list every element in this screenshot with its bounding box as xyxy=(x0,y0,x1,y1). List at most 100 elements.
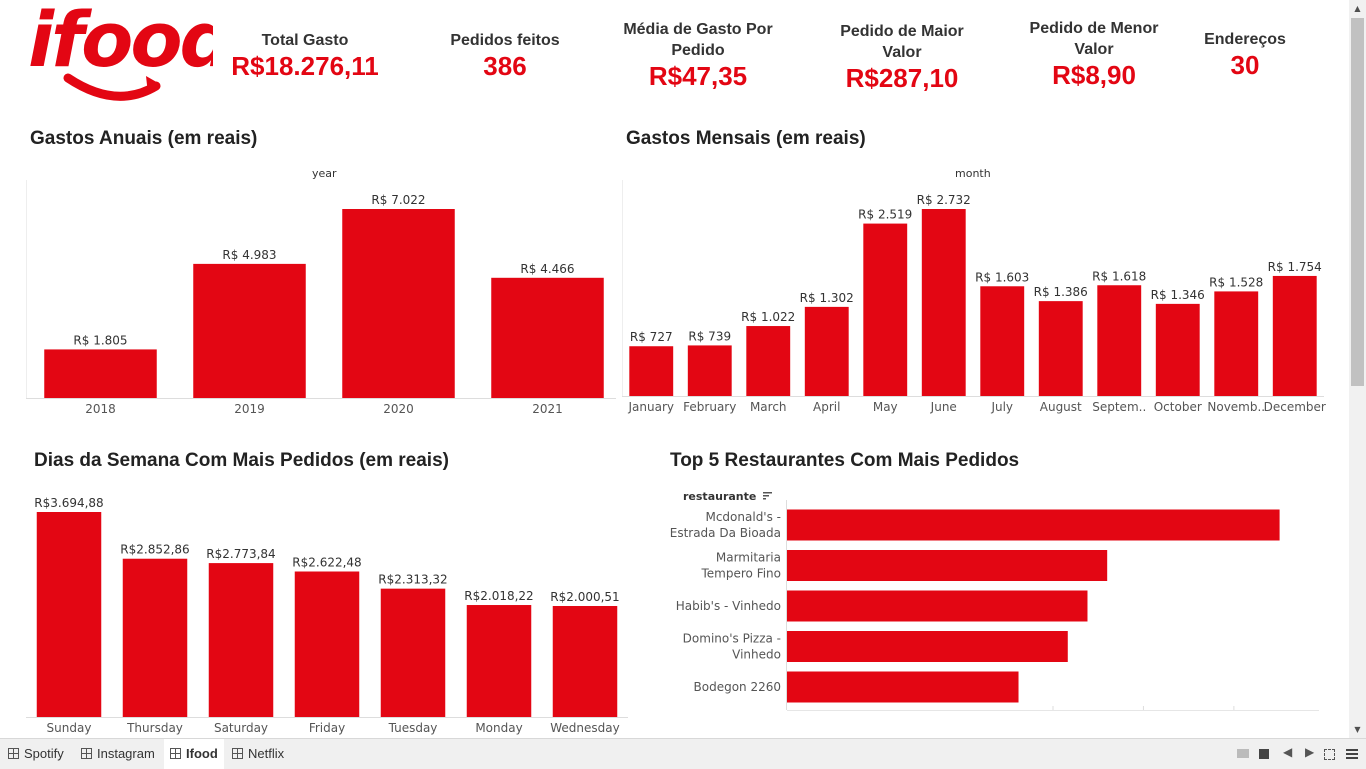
data-label: R$ 1.805 xyxy=(73,333,127,347)
bar xyxy=(629,346,674,396)
x-tick-label: 2020 xyxy=(383,402,414,416)
x-tick-label: January xyxy=(628,400,675,414)
kpi-value: 30 xyxy=(1230,50,1260,80)
kpi-enderecos: Endereços 30 xyxy=(1195,29,1295,80)
bar xyxy=(804,306,849,396)
kpi-label: Pedido de Menor Valor xyxy=(1029,20,1159,58)
data-label: R$2.000,51 xyxy=(550,590,619,604)
kpi-label: Pedido de Maior Valor xyxy=(840,23,964,61)
tab-netflix[interactable]: Netflix xyxy=(226,739,290,769)
x-tick-label: Thursday xyxy=(126,721,183,735)
tab-label: Ifood xyxy=(186,746,218,761)
bar xyxy=(921,209,966,396)
dashboard-icon xyxy=(81,748,92,759)
scroll-down-icon[interactable]: ▼ xyxy=(1354,725,1361,734)
kpi-value: R$8,90 xyxy=(1052,60,1136,90)
x-tick-label: Friday xyxy=(309,721,345,735)
monthly-spending-chart: R$ 727 January R$ 739 February R$ 1.022 March… xyxy=(622,180,1326,414)
ifood-logo-text: ifood xyxy=(28,2,213,84)
tab-ifood[interactable]: Ifood xyxy=(164,739,224,769)
y-tick-label: Bodegon 2260 xyxy=(694,680,782,694)
tab-spotify[interactable]: Spotify xyxy=(2,739,70,769)
bar xyxy=(122,558,188,717)
kpi-media-gasto: Média de Gasto Por Pedido R$47,35 xyxy=(612,19,784,91)
bar xyxy=(491,277,604,398)
fullscreen-icon[interactable] xyxy=(1324,749,1335,760)
kpi-value: R$47,35 xyxy=(648,61,748,91)
data-label: R$ 1.386 xyxy=(1034,285,1088,299)
bar xyxy=(863,223,908,396)
tab-label: Netflix xyxy=(248,746,285,761)
sort-icon[interactable] xyxy=(763,492,773,500)
x-tick-label: April xyxy=(813,400,840,414)
data-label: R$ 1.754 xyxy=(1268,260,1322,274)
bar xyxy=(787,550,1108,581)
y-tick-label: Marmitaria xyxy=(716,551,781,565)
annual-spending-chart: R$ 1.805 2018 R$ 4.983 2019 R$ 7.022 2020 R$ 4… xyxy=(26,180,616,416)
y-tick-label: Vinhedo xyxy=(732,648,781,662)
y-tick-label: Tempero Fino xyxy=(701,567,782,581)
x-tick-label: Tuesday xyxy=(388,721,438,735)
annual-x-axis-title: year xyxy=(312,167,337,180)
x-tick-label: June xyxy=(930,400,957,414)
x-tick-label: Saturday xyxy=(214,721,268,735)
data-label: R$2.773,84 xyxy=(206,547,275,561)
x-tick-label: May xyxy=(873,400,898,414)
data-label: R$ 727 xyxy=(630,330,673,344)
weekday-section-title: Dias da Semana Com Mais Pedidos (em reai… xyxy=(34,450,449,471)
tab-instagram[interactable]: Instagram xyxy=(75,739,161,769)
bar xyxy=(294,571,360,717)
dashboard-icon xyxy=(232,748,243,759)
kpi-label: Pedidos feitos xyxy=(450,32,560,49)
x-tick-label: 2018 xyxy=(85,402,116,416)
data-label: R$2.622,48 xyxy=(292,555,361,569)
y-tick-label: Estrada Da Bioada xyxy=(670,526,781,540)
kpi-pedidos-feitos: Pedidos feitos 386 xyxy=(425,30,585,81)
next-sheet-icon[interactable]: ▶ xyxy=(1305,745,1315,759)
bar xyxy=(193,263,306,398)
kpi-total-gasto: Total Gasto R$18.276,11 xyxy=(205,30,405,81)
scroll-up-icon[interactable]: ▲ xyxy=(1354,4,1361,13)
data-label: R$2.852,86 xyxy=(120,543,189,557)
kpi-value: R$18.276,11 xyxy=(231,51,379,81)
data-label: R$ 739 xyxy=(688,329,731,343)
bar xyxy=(787,590,1088,622)
previous-sheet-icon[interactable]: ◀ xyxy=(1283,745,1293,759)
data-label: R$3.694,88 xyxy=(34,496,103,510)
data-label: R$2.018,22 xyxy=(464,589,533,603)
bar xyxy=(466,605,532,717)
weekday-spending-chart: R$3.694,88 Sunday R$2.852,86 Thursday R$2.77… xyxy=(26,496,628,735)
scroll-thumb[interactable] xyxy=(1351,18,1364,386)
bar xyxy=(552,606,618,717)
top5-section-title: Top 5 Restaurantes Com Mais Pedidos xyxy=(670,450,1020,471)
bar xyxy=(746,326,791,396)
bar xyxy=(1097,285,1142,396)
bar xyxy=(1214,291,1259,396)
bar xyxy=(1155,303,1200,396)
bar xyxy=(1038,301,1083,396)
data-label: R$ 4.983 xyxy=(222,248,276,262)
tab-label: Instagram xyxy=(97,746,155,761)
annual-section-title: Gastos Anuais (em reais) xyxy=(30,128,258,149)
menu-icon[interactable] xyxy=(1346,748,1358,760)
tab-label: Spotify xyxy=(24,746,64,761)
film-strip-icon[interactable] xyxy=(1237,749,1249,758)
sheet-tab-bar: Spotify Instagram Ifood Netflix xyxy=(0,738,1366,769)
bar xyxy=(687,345,732,396)
x-tick-label: July xyxy=(990,400,1013,414)
ifood-logo: ifood xyxy=(28,2,213,101)
bar xyxy=(787,509,1280,541)
data-label: R$ 7.022 xyxy=(371,193,425,207)
bar xyxy=(44,349,157,398)
data-label: R$ 2.732 xyxy=(917,193,971,207)
bar xyxy=(36,512,102,717)
x-tick-label: Sunday xyxy=(47,721,92,735)
x-tick-label: August xyxy=(1040,400,1082,414)
vertical-scrollbar[interactable]: ▲ ▼ xyxy=(1349,0,1366,738)
x-tick-label: Monday xyxy=(475,721,522,735)
y-tick-label: Domino's Pizza - xyxy=(683,632,781,646)
data-label: R$ 1.346 xyxy=(1151,288,1205,302)
data-label: R$ 1.528 xyxy=(1209,275,1263,289)
kpi-value: 386 xyxy=(483,51,527,81)
grid-view-icon[interactable] xyxy=(1259,749,1269,759)
